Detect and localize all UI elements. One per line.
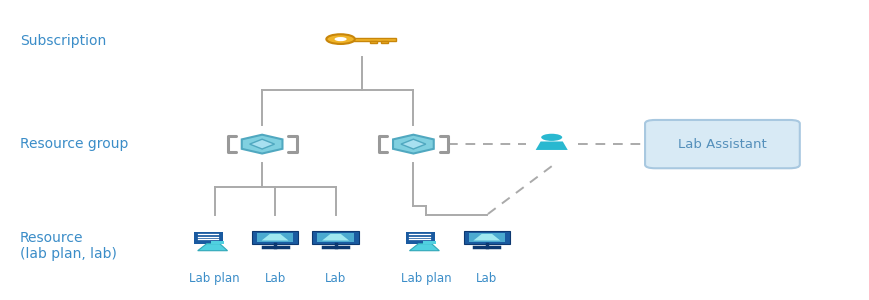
FancyBboxPatch shape [644, 120, 799, 168]
Polygon shape [197, 244, 228, 251]
Bar [463, 231, 509, 244]
Text: Lab: Lab [475, 272, 497, 285]
Polygon shape [242, 135, 282, 154]
Text: Lab: Lab [264, 272, 285, 285]
Circle shape [326, 34, 355, 44]
Polygon shape [473, 234, 500, 241]
Polygon shape [393, 135, 434, 154]
Bar [251, 231, 298, 244]
Bar [210, 241, 223, 244]
Bar [256, 233, 293, 242]
Bar [381, 40, 388, 43]
Text: Lab: Lab [325, 272, 346, 285]
Bar [352, 38, 395, 40]
Bar [317, 233, 354, 242]
Text: Resource
(lab plan, lab): Resource (lab plan, lab) [20, 231, 116, 261]
Bar [422, 241, 435, 244]
Bar [369, 40, 376, 43]
Text: Subscription: Subscription [20, 34, 106, 48]
Polygon shape [322, 234, 348, 241]
Bar [468, 233, 504, 242]
Text: Lab plan: Lab plan [401, 272, 451, 285]
Polygon shape [535, 142, 567, 150]
Text: Lab plan: Lab plan [189, 272, 240, 285]
Bar [194, 232, 222, 244]
Circle shape [335, 37, 346, 41]
Text: Lab Assistant: Lab Assistant [677, 138, 766, 151]
Polygon shape [401, 139, 425, 149]
Polygon shape [409, 244, 439, 251]
Bar [312, 231, 359, 244]
Polygon shape [262, 234, 289, 241]
Polygon shape [249, 139, 275, 149]
Text: Resource group: Resource group [20, 137, 129, 151]
Circle shape [541, 134, 561, 141]
Bar [406, 232, 434, 244]
